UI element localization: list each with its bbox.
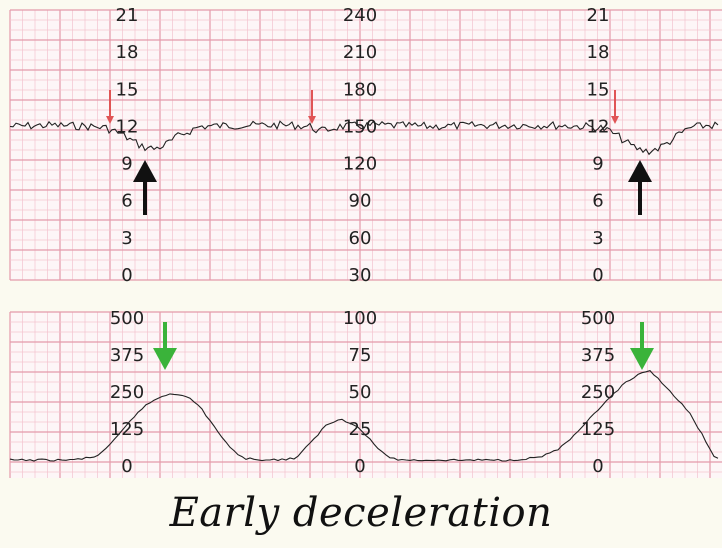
right-axis-tick-label: 21 xyxy=(587,5,610,26)
traces xyxy=(9,120,719,462)
right-axis-tick-label: 0 xyxy=(592,456,603,477)
left-axis-tick-label: 0 xyxy=(121,456,132,477)
center-axis-tick-label: 0 xyxy=(354,456,365,477)
left-axis-tick-label: 500 xyxy=(110,308,144,329)
ctg-chart: 2118151296302402101801501209060302118151… xyxy=(9,5,722,478)
center-axis-tick-label: 30 xyxy=(349,265,372,286)
right-axis-tick-label: 12 xyxy=(587,116,610,137)
right-axis-tick-label: 375 xyxy=(581,345,615,366)
left-axis-tick-label: 125 xyxy=(110,419,144,440)
black-arrow-head xyxy=(133,160,157,182)
axis-tick-labels: 2118151296302402101801501209060302118151… xyxy=(110,5,615,477)
right-axis-tick-label: 500 xyxy=(581,308,615,329)
left-axis-tick-label: 12 xyxy=(116,116,139,137)
left-axis-tick-label: 250 xyxy=(110,382,144,403)
contraction-trace xyxy=(9,369,719,462)
grid-background xyxy=(10,312,722,478)
center-axis-tick-label: 150 xyxy=(343,116,377,137)
grid-background xyxy=(10,10,722,280)
center-axis-tick-label: 75 xyxy=(349,345,372,366)
left-axis-tick-label: 6 xyxy=(121,191,132,212)
left-axis-tick-label: 375 xyxy=(110,345,144,366)
left-axis-tick-label: 18 xyxy=(116,42,139,63)
green-arrow-head xyxy=(630,348,654,370)
center-axis-tick-label: 180 xyxy=(343,79,377,100)
center-axis-tick-label: 120 xyxy=(343,154,377,175)
toco-grid xyxy=(9,311,722,478)
right-axis-tick-label: 6 xyxy=(592,191,603,212)
center-axis-tick-label: 100 xyxy=(343,308,377,329)
right-axis-tick-label: 250 xyxy=(581,382,615,403)
left-axis-tick-label: 15 xyxy=(116,79,139,100)
right-axis-tick-label: 15 xyxy=(587,79,610,100)
center-axis-tick-label: 50 xyxy=(349,382,372,403)
fhr-grid xyxy=(9,9,722,281)
right-axis-tick-label: 18 xyxy=(587,42,610,63)
right-axis-tick-label: 0 xyxy=(592,265,603,286)
left-axis-tick-label: 0 xyxy=(121,265,132,286)
right-axis-tick-label: 9 xyxy=(592,154,603,175)
green-arrow-head xyxy=(153,348,177,370)
center-axis-tick-label: 210 xyxy=(343,42,377,63)
left-axis-tick-label: 9 xyxy=(121,154,132,175)
left-axis-tick-label: 3 xyxy=(121,228,132,249)
arrows xyxy=(106,90,654,370)
center-axis-tick-label: 240 xyxy=(343,5,377,26)
fhr-trace xyxy=(9,120,719,156)
left-axis-tick-label: 21 xyxy=(116,5,139,26)
right-axis-tick-label: 125 xyxy=(581,419,615,440)
right-axis-tick-label: 3 xyxy=(592,228,603,249)
figure-caption: Early deceleration xyxy=(169,490,553,536)
center-axis-tick-label: 90 xyxy=(349,191,372,212)
center-axis-tick-label: 60 xyxy=(349,228,372,249)
black-arrow-head xyxy=(628,160,652,182)
